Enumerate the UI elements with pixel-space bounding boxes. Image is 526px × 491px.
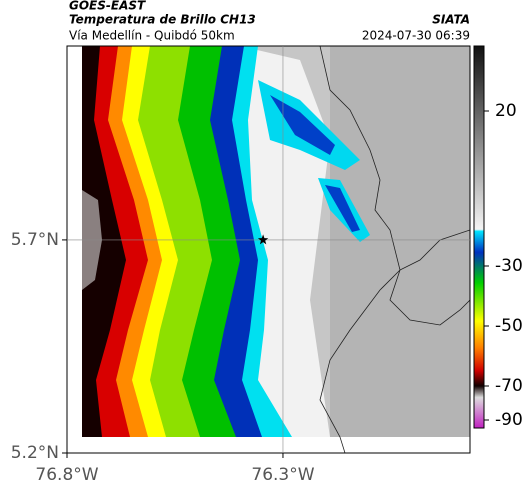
- y-tick-label: 5.7°N: [11, 230, 59, 250]
- colorbar-tick-label: -70: [495, 376, 523, 396]
- colorbar: [473, 45, 485, 429]
- map-frame: [66, 45, 471, 454]
- cloud-band: [82, 46, 126, 437]
- y-tick-label: 5.2°N: [11, 443, 59, 463]
- source: GOES-EAST: [69, 0, 146, 13]
- subtitle: Vía Medellín - Quibdó 50km: [69, 29, 235, 43]
- border: [319, 269, 401, 453]
- cloud-band: [325, 185, 360, 232]
- brand: SIATA: [432, 13, 470, 27]
- cloud-field: [330, 46, 470, 437]
- border: [319, 46, 470, 326]
- cloud-band: [270, 95, 335, 155]
- colorbar-tick-label: 20: [495, 101, 517, 121]
- coastlines: [319, 46, 470, 453]
- border: [399, 229, 470, 271]
- colorbar-tick-label: -50: [495, 316, 523, 336]
- station-marker: [257, 234, 269, 245]
- title: Temperatura de Brillo CH13: [69, 13, 256, 27]
- imagery: [67, 46, 470, 453]
- colorbar-tick-label: -90: [495, 410, 523, 430]
- colorbar-tick-label: -30: [495, 256, 523, 276]
- timestamp: 2024-07-30 06:39: [362, 29, 470, 43]
- x-tick-label: 76.8°W: [35, 465, 98, 485]
- x-tick-label: 76.3°W: [251, 465, 314, 485]
